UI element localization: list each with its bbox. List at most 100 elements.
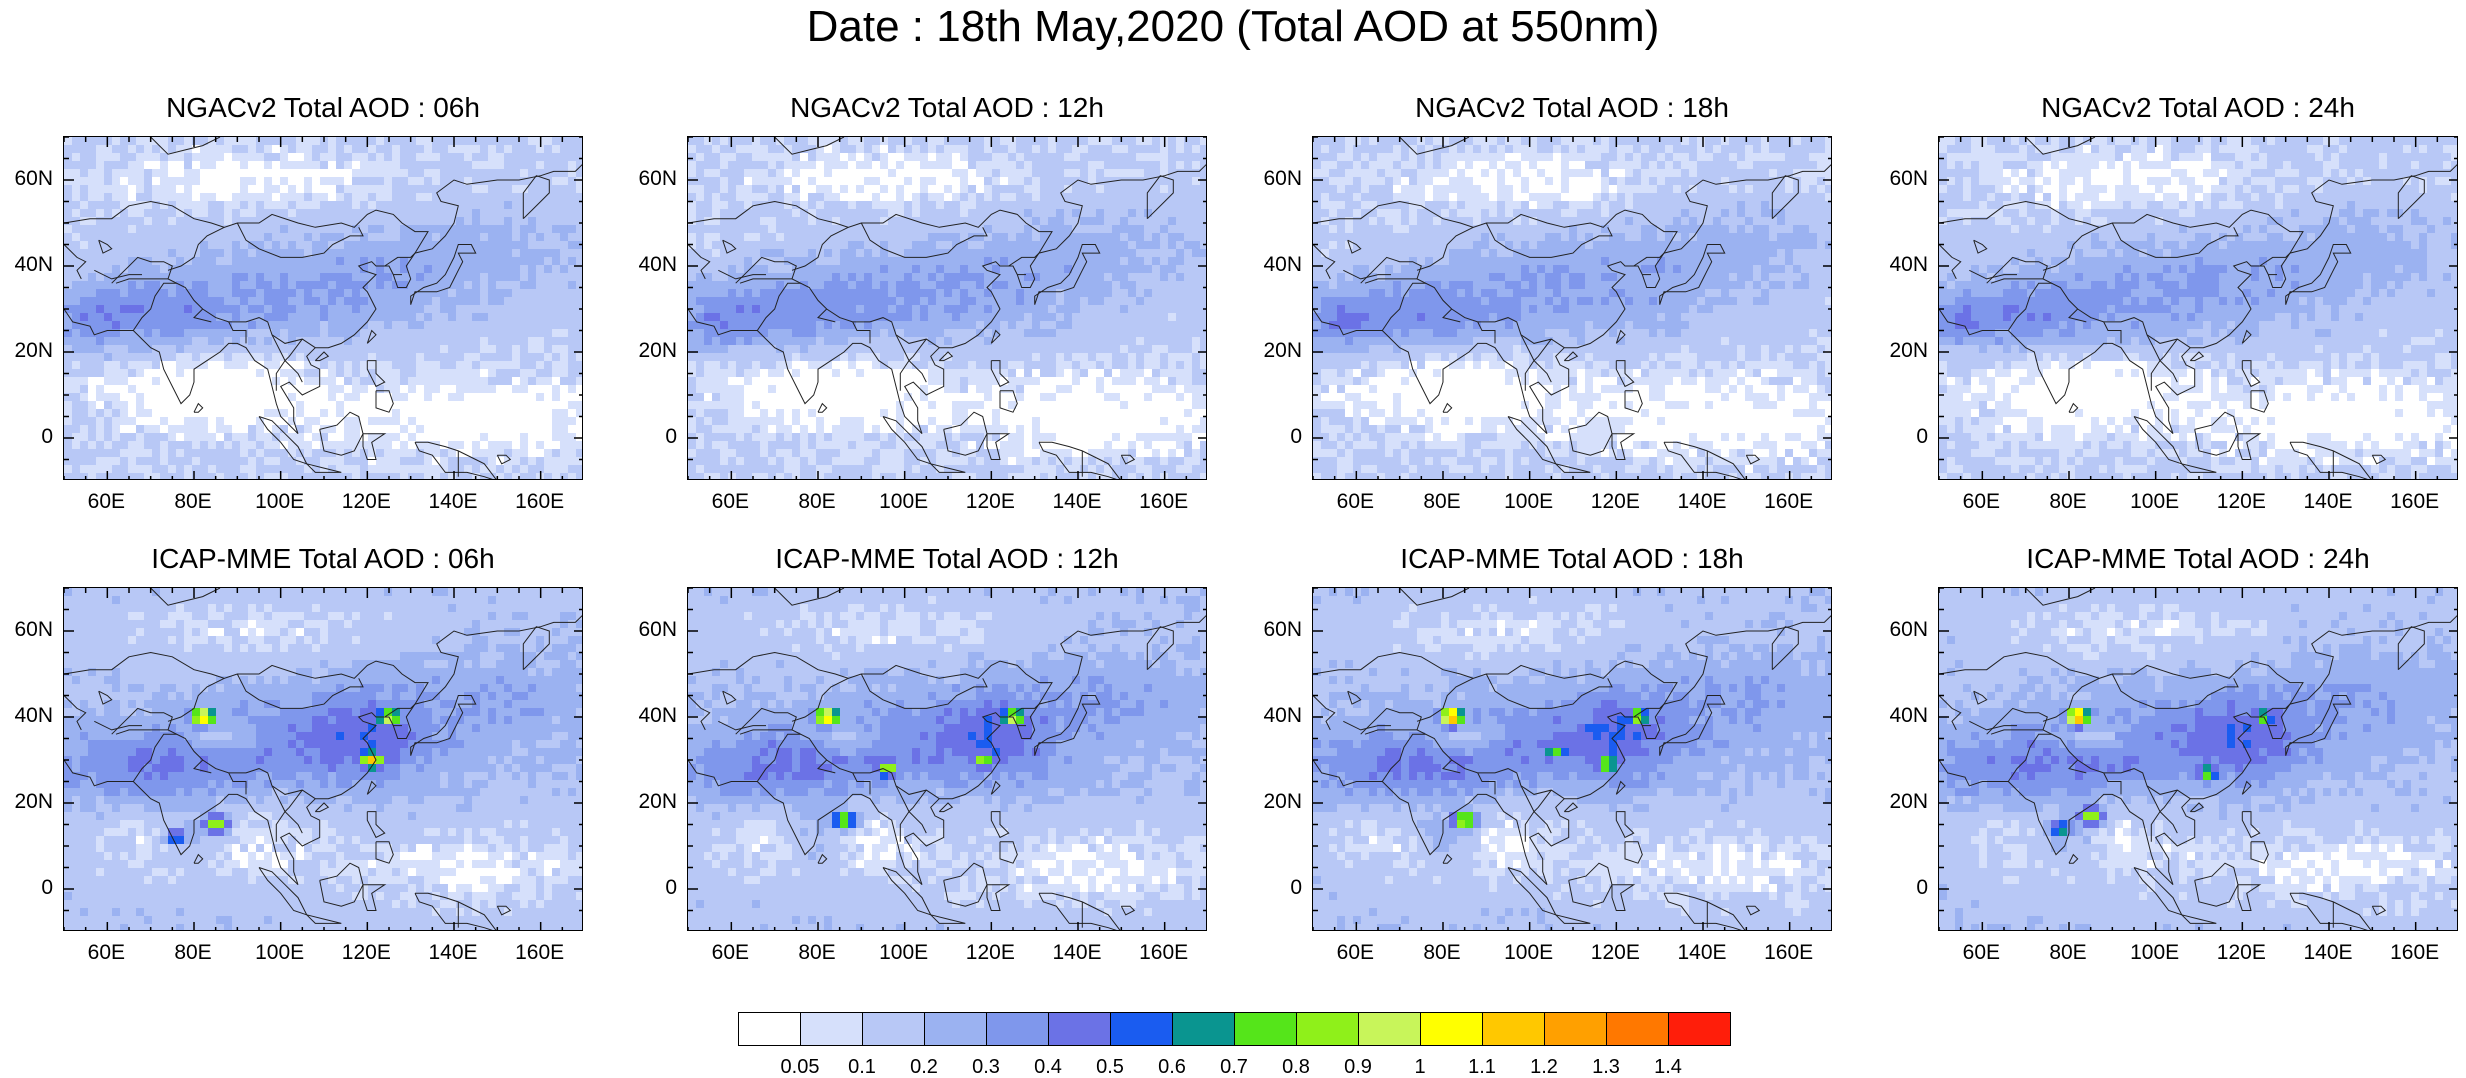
aod-cell	[464, 377, 473, 386]
aod-cell	[872, 369, 881, 378]
aod-cell	[280, 233, 289, 242]
aod-cell	[1080, 329, 1089, 338]
aod-cell	[792, 177, 801, 186]
aod-cell	[344, 425, 353, 434]
aod-cell	[416, 193, 425, 202]
aod-cell	[840, 161, 849, 170]
aod-cell	[328, 417, 337, 426]
aod-cell	[496, 409, 505, 418]
aod-cell	[568, 385, 577, 394]
aod-cell	[848, 361, 857, 370]
aod-cell	[992, 385, 1001, 394]
aod-cell	[1016, 177, 1025, 186]
aod-cell	[1112, 145, 1121, 154]
aod-cell	[96, 465, 105, 474]
aod-cell	[360, 369, 369, 378]
aod-cell	[776, 249, 785, 258]
aod-cell	[248, 441, 257, 450]
aod-cell	[240, 273, 249, 282]
aod-cell	[432, 265, 441, 274]
aod-cell	[720, 289, 729, 298]
aod-cell	[440, 417, 449, 426]
aod-cell	[976, 233, 985, 242]
aod-cell	[1160, 361, 1169, 370]
aod-cell	[800, 193, 809, 202]
aod-cell	[352, 441, 361, 450]
aod-cell	[1040, 137, 1049, 146]
aod-cell	[936, 201, 945, 210]
aod-cell	[1032, 353, 1041, 362]
aod-cell	[136, 289, 145, 298]
aod-cell	[280, 321, 289, 330]
aod-cell	[944, 257, 953, 266]
aod-cell	[816, 241, 825, 250]
aod-cell	[504, 137, 513, 146]
aod-cell	[824, 337, 833, 346]
aod-cell	[136, 193, 145, 202]
aod-cell	[320, 177, 329, 186]
aod-cell	[288, 321, 297, 330]
aod-cell	[376, 193, 385, 202]
aod-cell	[1024, 177, 1033, 186]
aod-cell	[1128, 281, 1137, 290]
aod-cell	[1136, 329, 1145, 338]
aod-cell	[264, 265, 273, 274]
aod-cell	[320, 361, 329, 370]
aod-cell	[568, 425, 577, 434]
aod-cell	[408, 449, 417, 458]
aod-cell	[448, 377, 457, 386]
aod-cell	[696, 297, 705, 306]
aod-cell	[1096, 345, 1105, 354]
aod-cell	[1040, 185, 1049, 194]
aod-cell	[920, 145, 929, 154]
aod-cell	[1008, 177, 1017, 186]
aod-cell	[1136, 265, 1145, 274]
aod-cell	[704, 161, 713, 170]
aod-cell	[112, 161, 121, 170]
aod-cell	[432, 361, 441, 370]
aod-cell	[400, 249, 409, 258]
aod-cell	[152, 241, 161, 250]
aod-cell	[240, 297, 249, 306]
aod-cell	[304, 177, 313, 186]
aod-cell	[936, 169, 945, 178]
aod-cell	[808, 177, 817, 186]
aod-cell	[128, 297, 137, 306]
aod-cell	[352, 145, 361, 154]
aod-cell	[376, 225, 385, 234]
aod-cell	[504, 417, 513, 426]
aod-cell	[1016, 217, 1025, 226]
aod-cell	[80, 185, 89, 194]
aod-cell	[456, 441, 465, 450]
aod-cell	[256, 473, 265, 480]
aod-cell	[392, 385, 401, 394]
aod-cell	[552, 273, 561, 282]
aod-cell	[232, 193, 241, 202]
aod-cell	[200, 329, 209, 338]
aod-cell	[1000, 305, 1009, 314]
aod-cell	[440, 409, 449, 418]
aod-cell	[928, 329, 937, 338]
aod-cell	[520, 465, 529, 474]
aod-cell	[344, 289, 353, 298]
aod-cell	[896, 281, 905, 290]
aod-cell	[80, 249, 89, 258]
aod-cell	[288, 305, 297, 314]
aod-cell	[832, 329, 841, 338]
aod-cell	[552, 185, 561, 194]
aod-cell	[1176, 217, 1185, 226]
aod-cell	[208, 273, 217, 282]
aod-cell	[1144, 161, 1153, 170]
aod-cell	[144, 393, 153, 402]
aod-cell	[264, 169, 273, 178]
aod-cell	[336, 441, 345, 450]
aod-cell	[80, 201, 89, 210]
aod-cell	[992, 257, 1001, 266]
aod-cell	[1168, 321, 1177, 330]
aod-cell	[848, 241, 857, 250]
aod-cell	[1160, 337, 1169, 346]
aod-cell	[984, 377, 993, 386]
aod-cell	[1088, 361, 1097, 370]
aod-cell	[200, 289, 209, 298]
aod-cell	[1120, 321, 1129, 330]
